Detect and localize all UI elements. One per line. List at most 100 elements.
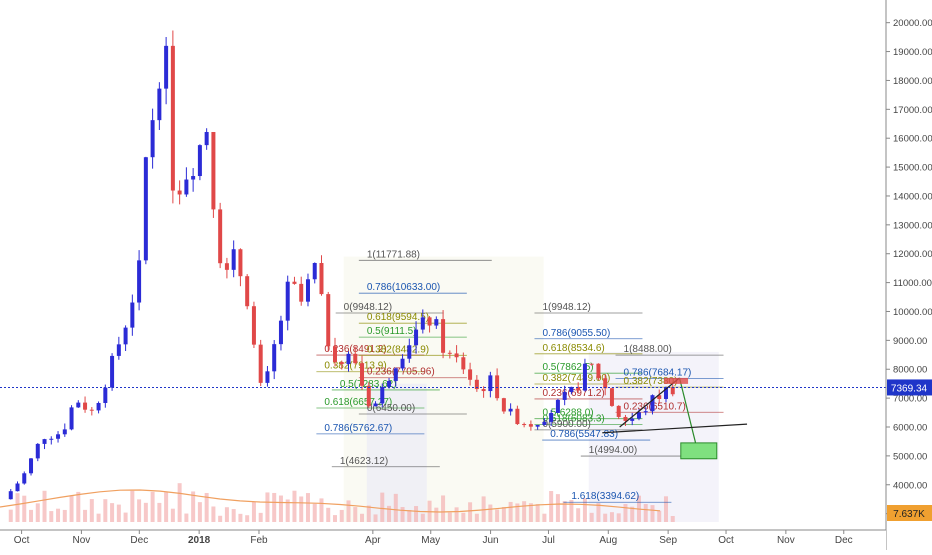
candle-body bbox=[360, 363, 365, 386]
volume-bar bbox=[339, 509, 344, 522]
candle-body bbox=[62, 429, 67, 435]
candle bbox=[630, 412, 635, 426]
volume-bar bbox=[265, 492, 270, 522]
volume-bar bbox=[96, 513, 101, 522]
candle-body bbox=[278, 320, 283, 345]
candle bbox=[420, 309, 425, 334]
volume-bar bbox=[387, 505, 392, 522]
volume-bar bbox=[515, 503, 520, 522]
candle-body bbox=[258, 344, 263, 383]
fibonacci-levels: 1(11771.88)0.786(10633.00)0(9948.12)0.61… bbox=[316, 249, 724, 503]
volume-bar bbox=[596, 503, 601, 522]
candle-body bbox=[83, 402, 88, 410]
candle-body bbox=[380, 386, 385, 404]
volume-bar bbox=[177, 483, 182, 522]
candle bbox=[123, 325, 128, 352]
candle bbox=[522, 422, 527, 428]
candle bbox=[130, 294, 135, 336]
y-tick-label: 9000.00 bbox=[893, 336, 927, 347]
fib-label: 0.786(9055.50) bbox=[542, 328, 610, 339]
volume-bar bbox=[508, 501, 513, 522]
volume-bar bbox=[238, 513, 243, 522]
volume-bar bbox=[197, 502, 202, 522]
candle-body bbox=[414, 329, 419, 346]
volume-bar bbox=[555, 494, 560, 522]
candle-body bbox=[528, 424, 533, 427]
volume-bar bbox=[657, 510, 662, 522]
candle-body bbox=[251, 306, 256, 345]
volume-bar bbox=[137, 499, 142, 522]
candle-body bbox=[265, 371, 270, 383]
volume-bar bbox=[130, 490, 135, 522]
volume-bar bbox=[76, 491, 81, 522]
y-tick-label: 5000.00 bbox=[893, 451, 927, 462]
candle-body bbox=[576, 386, 581, 391]
candle-body bbox=[636, 412, 641, 419]
candle bbox=[35, 443, 40, 462]
candle-body bbox=[35, 443, 40, 459]
fib-label: 0.382(7913.9) bbox=[324, 361, 386, 372]
candle bbox=[616, 405, 621, 420]
fib-label: 0.236(6971.2) bbox=[542, 388, 604, 399]
volume-bar bbox=[245, 515, 250, 522]
candle-body bbox=[562, 392, 567, 400]
candle bbox=[488, 371, 493, 398]
volume-bar bbox=[407, 510, 412, 522]
volume-bar bbox=[420, 513, 425, 522]
x-tick-label: Dec bbox=[130, 535, 148, 546]
candle bbox=[305, 273, 310, 307]
volume-bar bbox=[528, 503, 533, 522]
volume-bar bbox=[434, 507, 439, 522]
candle-body bbox=[407, 345, 412, 359]
trendline bbox=[619, 377, 680, 428]
volume-bar bbox=[69, 495, 74, 522]
volume-ma-line bbox=[0, 489, 661, 513]
volume-bar bbox=[299, 496, 304, 522]
candle-body bbox=[191, 176, 196, 180]
volume-bar bbox=[312, 503, 317, 522]
candle bbox=[170, 30, 175, 204]
candle-body bbox=[56, 434, 61, 439]
candle-body bbox=[589, 363, 594, 365]
x-tick-label: Apr bbox=[365, 535, 381, 546]
support-line bbox=[602, 423, 748, 434]
candle-body bbox=[501, 398, 506, 412]
candle bbox=[29, 457, 34, 476]
x-tick-label: 2018 bbox=[188, 535, 211, 546]
volume-bar bbox=[83, 509, 88, 522]
candle-body bbox=[461, 357, 466, 370]
x-tick-label: Dec bbox=[835, 535, 853, 546]
current-price-label: 7369.34 bbox=[891, 383, 928, 394]
candle-body bbox=[657, 395, 662, 399]
candle-body bbox=[569, 386, 574, 393]
fib-label: 0(9948.12) bbox=[344, 302, 392, 313]
candle-body bbox=[197, 145, 202, 177]
volume-bar bbox=[292, 490, 297, 522]
candle bbox=[387, 377, 392, 389]
fib-label: 0.382(7380) bbox=[624, 376, 678, 387]
candle bbox=[96, 401, 101, 414]
candle bbox=[515, 405, 520, 425]
fib-label: 0.5(7283.62) bbox=[340, 379, 397, 390]
candle-body bbox=[285, 281, 290, 321]
volume-bar bbox=[332, 515, 337, 522]
volume-bar bbox=[123, 512, 128, 522]
volume-bar bbox=[454, 507, 459, 522]
candle-body bbox=[184, 179, 189, 195]
candle bbox=[670, 384, 675, 397]
candle bbox=[103, 384, 108, 408]
candle bbox=[576, 382, 581, 394]
candle bbox=[434, 316, 439, 329]
candle bbox=[360, 355, 365, 391]
candle bbox=[461, 352, 466, 374]
candle-body bbox=[204, 132, 209, 146]
candle-body bbox=[670, 387, 675, 395]
candle bbox=[245, 274, 250, 310]
candle bbox=[441, 310, 446, 359]
fib-label: 0.786(7684.17) bbox=[624, 367, 692, 378]
candle bbox=[83, 396, 88, 413]
volume-bar bbox=[616, 513, 621, 522]
candles bbox=[8, 30, 675, 500]
